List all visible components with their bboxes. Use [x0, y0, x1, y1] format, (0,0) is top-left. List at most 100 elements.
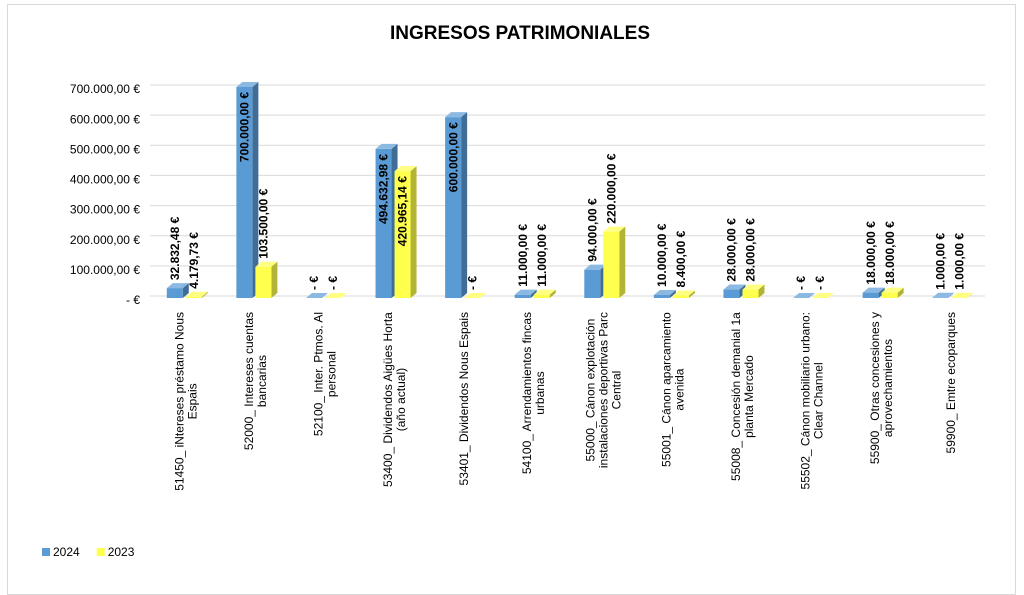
bar	[932, 292, 955, 298]
bar-top	[375, 143, 398, 149]
data-label: 700.000,00 €	[238, 92, 252, 162]
x-tick-label: 55000_ Cánon explotacióninstalaciones de…	[583, 312, 623, 468]
bar-side	[530, 289, 537, 298]
bar-side	[967, 292, 974, 298]
y-tick-label: 300.000,00 €	[70, 203, 140, 217]
bar-side	[669, 289, 676, 298]
bar-side	[619, 226, 626, 298]
y-tick-label: 100.000,00 €	[70, 263, 140, 277]
legend-swatch	[42, 548, 50, 556]
data-label: 420.965,14 €	[396, 176, 410, 246]
bar-top	[185, 291, 208, 297]
bar-top	[793, 293, 816, 298]
bar	[305, 293, 328, 298]
x-tick-label: 54100_ Arrendamientos fincasurbanas	[520, 312, 547, 474]
bar-top	[514, 289, 537, 295]
bar-side	[688, 290, 695, 298]
bar-top	[464, 293, 487, 298]
bar-front	[653, 294, 670, 298]
data-label: 8.400,00 €	[674, 230, 688, 287]
bar-top	[236, 82, 259, 87]
bar	[166, 283, 189, 298]
bar-top	[932, 292, 955, 298]
bar	[514, 289, 537, 298]
data-label: 103.500,00 €	[257, 188, 271, 258]
bar-top	[862, 287, 885, 293]
bar-top	[653, 289, 676, 295]
bar	[793, 293, 816, 298]
bar-top	[723, 284, 746, 290]
bar-top	[812, 293, 835, 298]
data-label: - €	[465, 276, 479, 290]
bar-top	[951, 292, 974, 298]
bar-front	[166, 288, 183, 298]
bar-front	[881, 292, 898, 298]
y-tick-label: 700.000,00 €	[70, 82, 140, 96]
data-label: - €	[813, 276, 827, 290]
data-label: 10.000,00 €	[655, 223, 669, 287]
x-tick-label: 52100_ Inter. Ptmos. Alpersonal	[312, 312, 339, 436]
data-label: 32.832,48 €	[168, 216, 182, 280]
data-label: 4.179,73 €	[187, 232, 201, 289]
x-tick-label: 52000_ Intereses cuentasbancarias	[242, 312, 269, 450]
bar-side	[271, 261, 278, 298]
bar-side	[549, 289, 556, 298]
bar-side	[410, 166, 417, 298]
bar-side	[897, 287, 904, 298]
bar-side	[948, 292, 955, 298]
bar-side	[461, 112, 468, 299]
x-tick-label: 55008_ Concesión demanial 1aplanta Merca…	[729, 312, 756, 481]
bar-front	[185, 296, 202, 298]
data-label: - €	[326, 276, 340, 290]
data-label: 494.632,98 €	[377, 154, 391, 224]
bar-front	[375, 148, 392, 298]
bar	[533, 289, 556, 298]
data-label: 28.000,00 €	[744, 218, 758, 282]
bar-front	[533, 294, 550, 298]
bar-top	[603, 226, 626, 232]
bar-side	[758, 284, 765, 298]
bar-top	[672, 290, 695, 296]
data-label: - €	[794, 276, 808, 290]
bar	[672, 290, 695, 298]
bar-side	[252, 82, 259, 298]
y-tick-label: - €	[126, 293, 140, 307]
chart-title: INGRESOS PATRIMONIALES	[390, 23, 650, 44]
bar-front	[445, 117, 462, 299]
bar-front	[394, 171, 411, 298]
x-tick-label: 51450_ iNtereses préstamo NousEspais	[172, 312, 199, 491]
bar-side	[182, 283, 189, 298]
bar	[324, 293, 347, 298]
bar	[394, 166, 417, 298]
data-label: 94.000,00 €	[585, 198, 599, 262]
bar	[881, 287, 904, 298]
bar-top	[742, 284, 765, 290]
bar	[185, 291, 208, 298]
bar-front	[672, 295, 689, 298]
bar-front	[255, 266, 272, 298]
data-label: 11.000,00 €	[516, 224, 530, 287]
bar-top	[584, 264, 607, 270]
bar-front	[236, 87, 253, 298]
bar-top	[255, 261, 278, 267]
x-tick-label: 59900_ Emtre ecoparques	[944, 312, 958, 453]
bar-top	[324, 293, 347, 298]
y-tick-label: 500.000,00 €	[70, 142, 140, 156]
bar-front	[742, 289, 759, 298]
data-label: 28.000,00 €	[725, 218, 739, 282]
x-tick-label: 55001_ Cánon aparcamientoavenida	[660, 312, 687, 467]
bar-front	[603, 231, 620, 298]
y-tick-label: 600.000,00 €	[70, 112, 140, 126]
data-label: 1.000,00 €	[933, 233, 947, 290]
chart-border	[7, 4, 1016, 595]
x-tick-label: 53400_ Dividendos Aigües Horta(año actua…	[381, 312, 408, 487]
bar	[742, 284, 765, 298]
y-tick-label: 400.000,00 €	[70, 173, 140, 187]
bar	[603, 226, 626, 298]
bar	[951, 292, 974, 298]
bar-top	[394, 166, 417, 172]
bar-front	[584, 269, 601, 298]
bar	[236, 82, 259, 298]
bar-top	[533, 289, 556, 295]
